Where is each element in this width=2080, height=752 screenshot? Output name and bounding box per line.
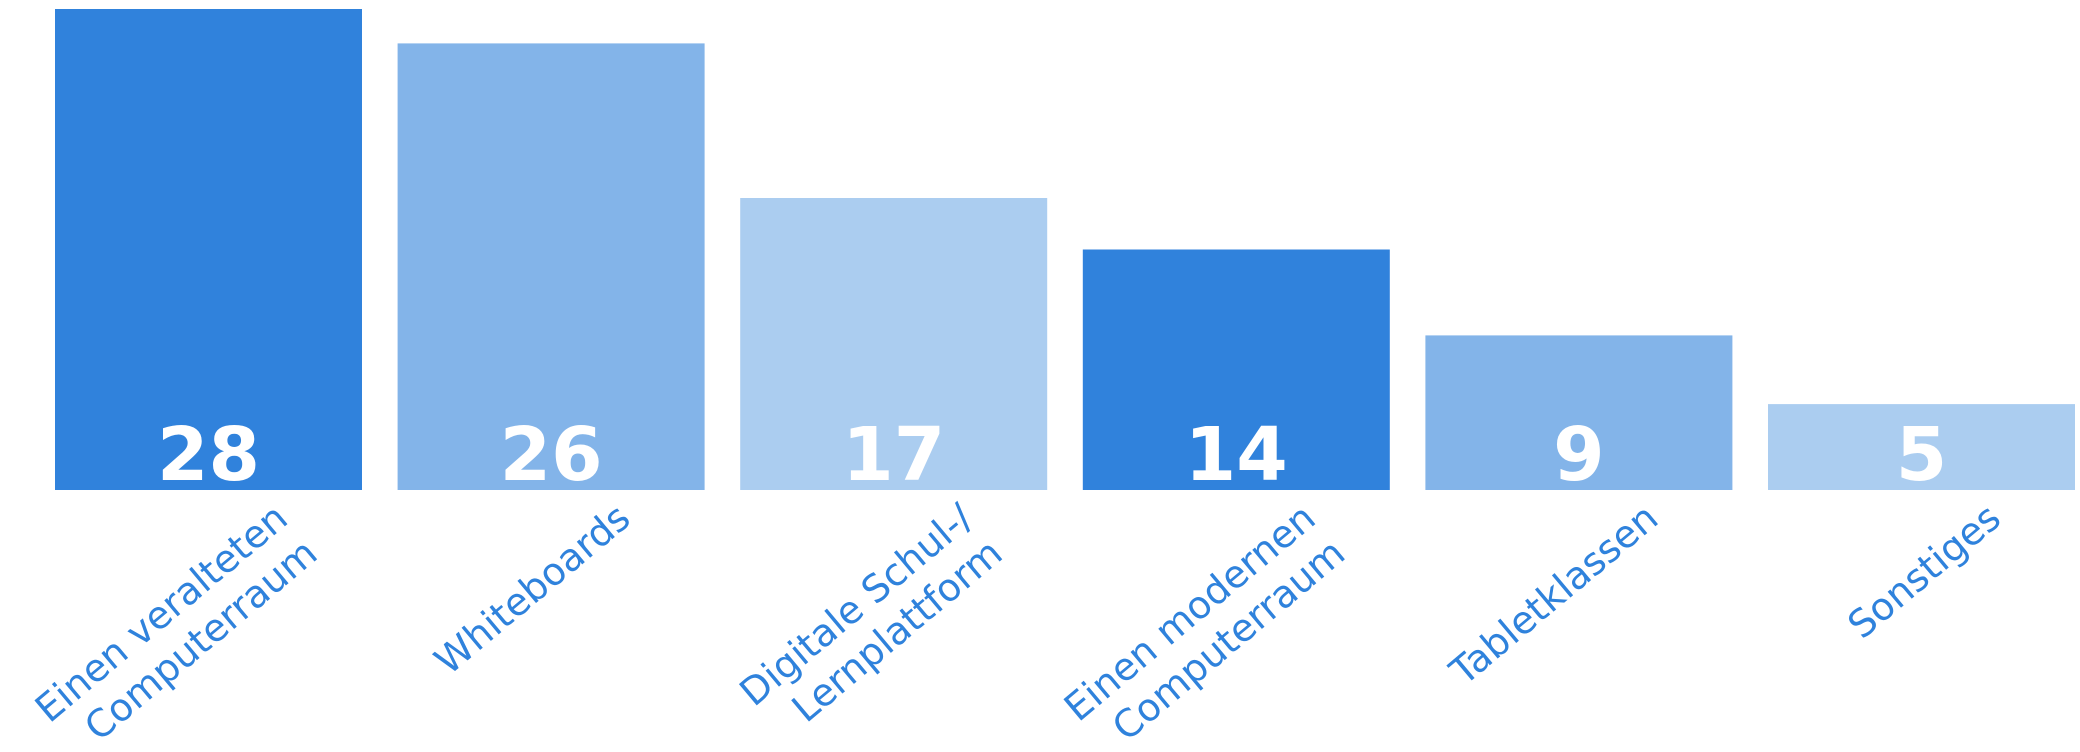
bar-5 (1425, 335, 1733, 490)
category-label-5: Tabletklassen (1441, 495, 1666, 694)
bar-value-label-1: 28 (157, 412, 260, 498)
category-label-6: Sonstiges (1840, 495, 2009, 647)
category-label-6-line-1: Sonstiges (1840, 495, 2009, 647)
bar-value-label-4: 14 (1185, 412, 1288, 498)
bar-value-label-2: 26 (500, 412, 603, 498)
bar-value-label-6: 5 (1896, 412, 1948, 498)
category-label-2-line-1: Whiteboards (426, 495, 638, 683)
category-label-3: Digitale Schul-/Lernplattform (731, 495, 1010, 731)
bar-value-label-5: 9 (1553, 412, 1605, 498)
bar-6 (1768, 404, 2075, 490)
bar-4 (1082, 249, 1390, 490)
bar-value-label-3: 17 (842, 412, 945, 498)
bar-3 (740, 198, 1048, 490)
bar-1 (55, 9, 362, 490)
category-label-5-line-1: Tabletklassen (1441, 495, 1666, 694)
category-label-2: Whiteboards (426, 495, 638, 683)
bar-2 (397, 43, 705, 491)
